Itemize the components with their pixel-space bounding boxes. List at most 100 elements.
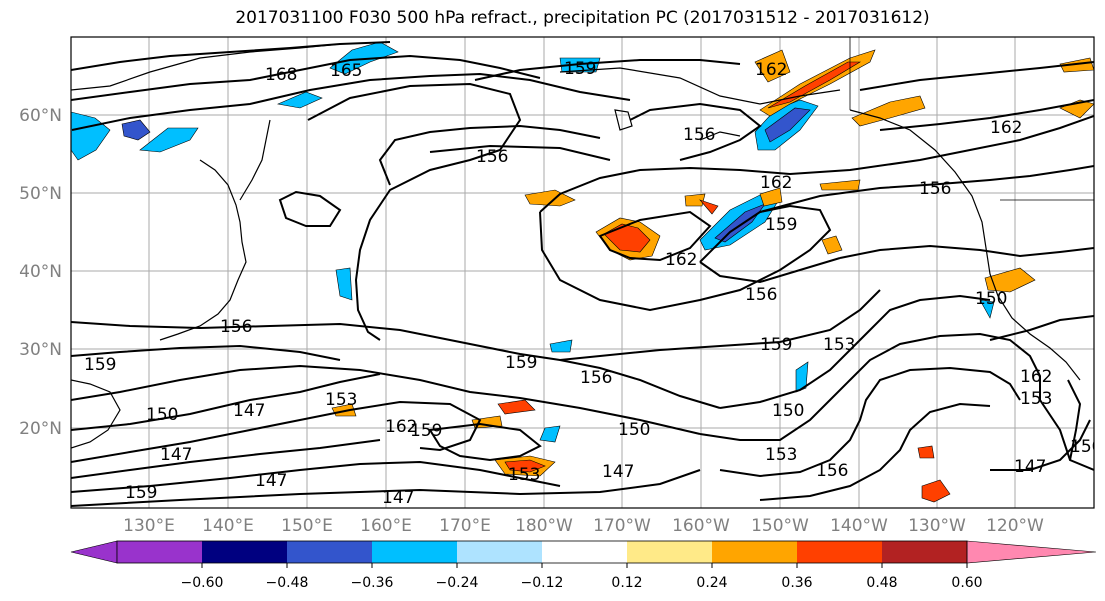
contour-label: 159 — [564, 59, 596, 79]
precip-shading — [71, 41, 1094, 503]
shading-positive — [821, 235, 843, 255]
colorbar-tick-label: 0.24 — [696, 575, 727, 591]
contour-label: 159 — [84, 355, 116, 375]
contour-line — [879, 99, 1094, 131]
contour-line — [990, 419, 1091, 471]
lon-label: 140°W — [830, 516, 888, 536]
colorbar-swatch — [712, 541, 797, 563]
contour-line — [699, 257, 841, 284]
contour-label: 147 — [382, 488, 414, 508]
colorbar-tick-label: 0.60 — [951, 575, 982, 591]
map-frame — [70, 36, 1095, 509]
colorbar-tick-label: −0.48 — [266, 575, 309, 591]
contour-label: 153 — [325, 390, 357, 410]
shading-negative — [795, 361, 809, 393]
coastline-aleutian — [699, 131, 741, 141]
contour-line — [859, 61, 1094, 91]
contour-line — [71, 439, 381, 479]
shading-negative — [121, 119, 151, 141]
contour-line — [629, 102, 762, 161]
colorbar-swatch — [202, 541, 287, 563]
contour-line — [759, 165, 1094, 213]
lat-label: 50°N — [19, 184, 62, 204]
contour-line — [71, 364, 701, 435]
contour-label: 150 — [1070, 437, 1102, 457]
contour-label: 168 — [265, 65, 297, 85]
contour-line — [71, 321, 721, 409]
colorbar-tick-label: 0.48 — [866, 575, 897, 591]
lat-label: 30°N — [19, 340, 62, 360]
lon-label: 150°W — [751, 516, 809, 536]
gridlines — [71, 37, 1094, 508]
shading-positive — [504, 459, 546, 473]
colorbar-extend-min — [70, 540, 118, 564]
shading-negative — [335, 267, 353, 301]
contour-label: 156 — [580, 368, 612, 388]
contour-label: 159 — [765, 215, 797, 235]
contour-label: 147 — [602, 462, 634, 482]
contour-line — [71, 460, 561, 493]
coastline-alaska — [559, 67, 841, 105]
contour-label: 162 — [755, 60, 787, 80]
contour-line — [378, 124, 601, 186]
contour-label: 147 — [160, 445, 192, 465]
shading-positive — [684, 193, 706, 207]
colorbar-ticks: −0.60 −0.48 −0.36 −0.24 −0.12 0.12 0.24 0.36 0.4… — [181, 563, 983, 591]
colorbar-tick-label: −0.36 — [351, 575, 394, 591]
shading-positive — [917, 445, 935, 459]
colorbar-swatch — [287, 541, 372, 563]
shading-negative — [979, 299, 995, 319]
shading-positive — [759, 187, 783, 207]
contour-line — [428, 422, 542, 462]
shading-positive — [699, 199, 719, 215]
colorbar-swatch — [627, 541, 712, 563]
colorbar-swatch — [457, 541, 542, 563]
lon-label: 150°E — [281, 516, 333, 536]
contour-line — [559, 289, 881, 361]
contour-line — [989, 315, 1094, 341]
contour-label: 156 — [220, 317, 252, 337]
contour-label: 165 — [330, 61, 362, 81]
contour-line — [539, 115, 1094, 213]
colorbar-tick-label: 0.36 — [781, 575, 812, 591]
contour-label: 150 — [772, 401, 804, 421]
contour-label: 159 — [410, 421, 442, 441]
contour-label: 159 — [760, 335, 792, 355]
contour-label: 153 — [823, 335, 855, 355]
shading-negative — [764, 107, 811, 143]
contour-label: 150 — [975, 289, 1007, 309]
shading-positive — [1059, 99, 1094, 119]
colorbar-swatch — [372, 541, 457, 563]
contour-label: 162 — [990, 118, 1022, 138]
contour-line — [759, 402, 991, 501]
contour-label: 162 — [385, 417, 417, 437]
contour-line — [598, 210, 712, 262]
contour-label: 156 — [919, 179, 951, 199]
contour-line — [307, 82, 522, 341]
coastline-sakhalin — [239, 119, 271, 201]
shading-positive — [984, 267, 1036, 293]
lon-label: 130°E — [123, 516, 175, 536]
contour-label: 156 — [816, 461, 848, 481]
contour-line — [1039, 399, 1094, 471]
colorbar-swatch — [797, 541, 882, 563]
shading-positive — [851, 95, 926, 127]
lon-label: 170°E — [439, 516, 491, 536]
contour-label: 156 — [745, 285, 777, 305]
coastline-china — [71, 379, 121, 449]
shading-positive — [1059, 57, 1094, 73]
colorbar-swatch — [117, 541, 202, 563]
contour-line — [71, 344, 341, 361]
contour-line — [71, 469, 701, 507]
shading-positive — [603, 223, 651, 253]
shading-positive — [767, 61, 862, 109]
contour-labels: 168 165 159 162 156 162 156 156 162 159 … — [84, 59, 1102, 508]
lon-label: 160°E — [360, 516, 412, 536]
lat-label: 60°N — [19, 106, 62, 126]
colorbar: −0.60 −0.48 −0.36 −0.24 −0.12 0.12 0.24 0.36 0.4… — [70, 540, 1097, 591]
lon-label: 120°W — [986, 516, 1044, 536]
lon-label: 170°W — [593, 516, 651, 536]
island — [614, 109, 633, 131]
coastline-north-america — [849, 109, 1081, 381]
